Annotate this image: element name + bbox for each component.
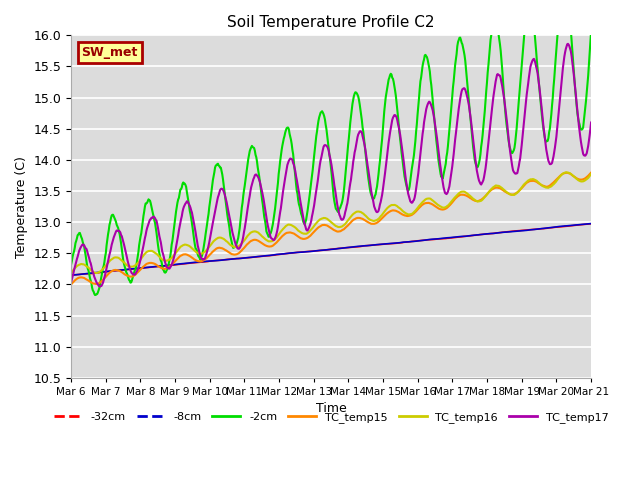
-2cm [77,232,84,238]
-32cm [67,272,75,278]
TC_temp16 [77,261,84,267]
Line: -2cm: -2cm [71,0,591,295]
-32cm [130,266,138,272]
TC_temp17 [211,208,219,214]
TC_temp17 [131,272,139,277]
TC_temp17 [67,279,75,285]
TC_temp17 [77,245,84,251]
-2cm [211,165,219,170]
TC_temp17 [588,120,595,125]
-8cm [410,239,417,244]
TC_temp15 [77,275,84,280]
TC_temp16 [562,169,570,175]
TC_temp16 [130,263,138,269]
TC_temp15 [211,247,218,253]
Title: Soil Temperature Profile C2: Soil Temperature Profile C2 [227,15,435,30]
Line: -32cm: -32cm [71,224,591,275]
-2cm [131,267,139,273]
-32cm [410,239,417,244]
-8cm [183,260,191,266]
-32cm [77,271,84,277]
TC_temp16 [211,238,218,243]
TC_temp15 [394,209,402,215]
-2cm [67,262,75,267]
TC_temp16 [394,204,402,210]
TC_temp15 [67,282,75,288]
TC_temp16 [410,210,417,216]
-8cm [588,221,595,227]
Line: TC_temp16: TC_temp16 [71,172,591,273]
TC_temp15 [588,170,595,176]
TC_temp15 [183,252,191,257]
TC_temp15 [410,211,417,217]
-8cm [77,271,84,277]
TC_temp15 [130,273,138,278]
TC_temp17 [395,124,403,130]
TC_temp17 [96,284,104,289]
-8cm [394,240,402,246]
Text: SW_met: SW_met [81,46,138,59]
-32cm [211,258,218,264]
-8cm [130,266,138,272]
-2cm [395,122,403,128]
-32cm [588,221,595,227]
-2cm [91,292,99,298]
-32cm [183,261,191,266]
Line: TC_temp15: TC_temp15 [71,173,591,285]
TC_temp17 [184,199,191,204]
Line: TC_temp17: TC_temp17 [71,44,591,287]
-8cm [67,272,75,278]
-2cm [588,28,595,34]
TC_temp16 [183,242,191,248]
TC_temp16 [67,270,75,276]
Line: -8cm: -8cm [71,224,591,275]
-32cm [394,240,402,246]
TC_temp16 [588,171,595,177]
-2cm [184,193,191,199]
Y-axis label: Temperature (C): Temperature (C) [15,156,28,257]
Legend: -32cm, -8cm, -2cm, TC_temp15, TC_temp16, TC_temp17: -32cm, -8cm, -2cm, TC_temp15, TC_temp16,… [49,407,613,427]
-2cm [410,153,418,158]
TC_temp17 [410,197,418,203]
-8cm [211,258,218,264]
TC_temp17 [564,41,572,47]
X-axis label: Time: Time [316,402,346,415]
